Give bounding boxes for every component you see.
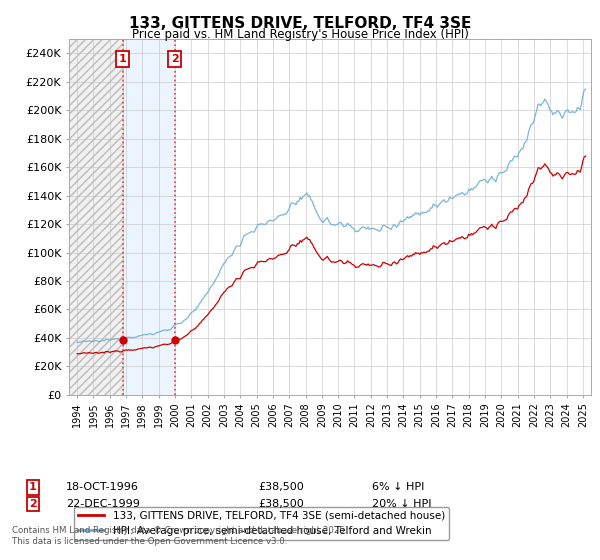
- Text: 2: 2: [170, 54, 178, 64]
- Text: 133, GITTENS DRIVE, TELFORD, TF4 3SE: 133, GITTENS DRIVE, TELFORD, TF4 3SE: [129, 16, 471, 31]
- Text: 6% ↓ HPI: 6% ↓ HPI: [372, 482, 424, 492]
- Text: £38,500: £38,500: [258, 499, 304, 509]
- Text: 1: 1: [29, 482, 37, 492]
- Text: Price paid vs. HM Land Registry's House Price Index (HPI): Price paid vs. HM Land Registry's House …: [131, 28, 469, 41]
- Text: 20% ↓ HPI: 20% ↓ HPI: [372, 499, 431, 509]
- Text: 22-DEC-1999: 22-DEC-1999: [66, 499, 140, 509]
- Text: 2: 2: [29, 499, 37, 509]
- Text: £38,500: £38,500: [258, 482, 304, 492]
- Legend: 133, GITTENS DRIVE, TELFORD, TF4 3SE (semi-detached house), HPI: Average price, : 133, GITTENS DRIVE, TELFORD, TF4 3SE (se…: [74, 507, 449, 540]
- Text: Contains HM Land Registry data © Crown copyright and database right 2025.
This d: Contains HM Land Registry data © Crown c…: [12, 526, 347, 546]
- Text: 1: 1: [119, 54, 127, 64]
- Bar: [122, 39, 175, 395]
- Bar: [69, 39, 122, 395]
- Bar: [69, 39, 122, 395]
- Text: 18-OCT-1996: 18-OCT-1996: [66, 482, 139, 492]
